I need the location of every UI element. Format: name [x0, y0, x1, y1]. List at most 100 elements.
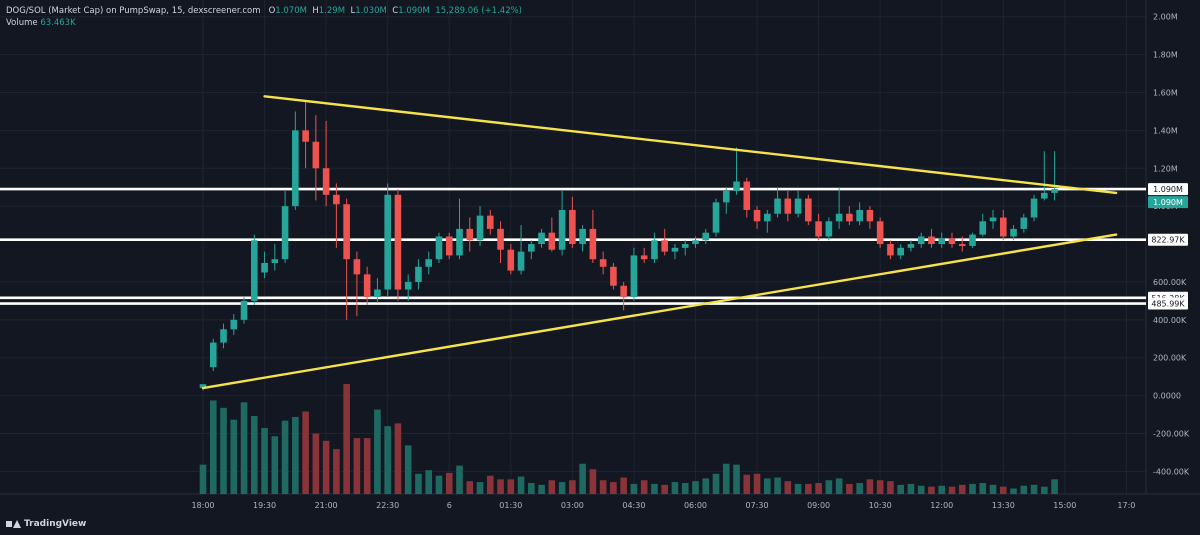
- candle-body: [312, 141, 320, 169]
- volume-bar: [958, 484, 966, 494]
- candle-body: [671, 247, 679, 252]
- candle-body: [661, 240, 668, 252]
- x-tick-label: 12:00: [930, 501, 953, 510]
- volume-bar: [948, 486, 956, 494]
- candle-body: [343, 204, 350, 260]
- candle-body: [999, 217, 1007, 237]
- volume-bar: [528, 482, 535, 494]
- candle-body: [528, 244, 535, 252]
- x-tick-label: 6: [447, 501, 452, 510]
- candle-body: [497, 228, 504, 250]
- volume-bar: [1010, 488, 1017, 494]
- candle-body: [712, 202, 720, 233]
- volume-bar: [866, 479, 874, 494]
- candle-body: [363, 274, 371, 298]
- legend-volume-label: Volume: [6, 18, 38, 28]
- volume-bar: [733, 464, 740, 494]
- candle-body: [753, 209, 761, 222]
- candle-body: [456, 228, 463, 256]
- candle-body: [599, 259, 607, 267]
- candle-body: [384, 194, 391, 290]
- volume-bar: [887, 481, 894, 494]
- candle-body: [507, 249, 515, 271]
- tradingview-logo[interactable]: TradingView: [6, 519, 86, 529]
- candle-body: [907, 244, 915, 248]
- candle-body: [1020, 217, 1028, 229]
- candle-body: [692, 240, 699, 245]
- candle-body: [774, 198, 781, 214]
- candle-body: [251, 240, 258, 301]
- candle-body: [846, 213, 853, 222]
- candle-body: [486, 215, 494, 229]
- legend-volume-value: 63.463K: [40, 18, 76, 28]
- candle-body: [199, 384, 207, 389]
- volume-bar: [1030, 484, 1038, 494]
- volume-bar: [917, 485, 925, 494]
- volume-bar: [630, 483, 638, 494]
- volume-bar: [1051, 479, 1058, 494]
- candle-body: [548, 232, 556, 250]
- candle-body: [333, 194, 340, 205]
- x-tick-label: 03:00: [561, 501, 584, 510]
- volume-bar: [825, 480, 833, 494]
- y-tick-label: 1.80M: [1153, 51, 1178, 60]
- volume-bar: [999, 486, 1007, 494]
- candle-body: [876, 221, 884, 245]
- candle-body: [958, 244, 966, 246]
- volume-bar: [415, 473, 422, 494]
- volume-bar: [333, 449, 340, 494]
- volume-bar: [1041, 486, 1048, 494]
- volume-bar: [486, 475, 494, 494]
- candle-body: [835, 213, 843, 222]
- volume-bar: [302, 411, 309, 494]
- candle-body: [292, 130, 299, 207]
- y-tick-label: 0.0000: [1153, 392, 1181, 401]
- volume-bar: [692, 481, 699, 494]
- volume-bar: [979, 482, 987, 494]
- candle-body: [989, 217, 997, 222]
- volume-bar: [989, 484, 997, 494]
- volume-bar: [384, 426, 391, 494]
- y-tick-label: -400.00K: [1153, 467, 1190, 476]
- volume-bar: [251, 416, 258, 494]
- legend-high-value: 1.29M: [318, 6, 346, 16]
- volume-bar: [466, 481, 474, 494]
- volume-bar: [507, 479, 515, 494]
- volume-bar: [794, 483, 802, 494]
- candle-body: [271, 259, 279, 263]
- y-tick-label: 1.60M: [1153, 88, 1178, 97]
- volume-bar: [538, 484, 545, 494]
- candle-body: [558, 209, 566, 250]
- x-tick-label: 06:00: [684, 501, 707, 510]
- candle-body: [322, 168, 330, 195]
- candle-body: [261, 262, 268, 273]
- volume-bar: [445, 472, 453, 494]
- volume-bar: [805, 483, 812, 494]
- volume-bar: [456, 465, 463, 494]
- candle-body: [569, 209, 576, 245]
- candle-body: [764, 213, 771, 222]
- volume-bar: [661, 484, 668, 494]
- y-tick-label: -200.00K: [1153, 429, 1190, 438]
- x-tick-label: 15:00: [1053, 501, 1076, 510]
- candle-body: [651, 240, 658, 260]
- volume-bar: [363, 438, 371, 494]
- trendline: [263, 95, 1118, 195]
- volume-bar: [651, 483, 658, 494]
- candle-body: [794, 198, 802, 214]
- legend-symbol: DOG/SOL (Market Cap) on PumpSwap, 15, de…: [6, 6, 261, 16]
- level-badge-label: 822.97K: [1151, 236, 1185, 245]
- volume-bar: [261, 427, 268, 494]
- level-badge-label: 1.090M: [1153, 185, 1183, 194]
- volume-bar: [815, 482, 822, 494]
- candle-body: [938, 238, 946, 245]
- current-price-label: 1.090M: [1153, 198, 1183, 207]
- volume-bar: [569, 480, 576, 494]
- candle-body: [1041, 192, 1048, 199]
- volume-bar: [353, 438, 361, 494]
- y-tick-label: 600.00K: [1153, 278, 1187, 287]
- legend-ohlc-row: DOG/SOL (Market Cap) on PumpSwap, 15, de…: [6, 5, 522, 17]
